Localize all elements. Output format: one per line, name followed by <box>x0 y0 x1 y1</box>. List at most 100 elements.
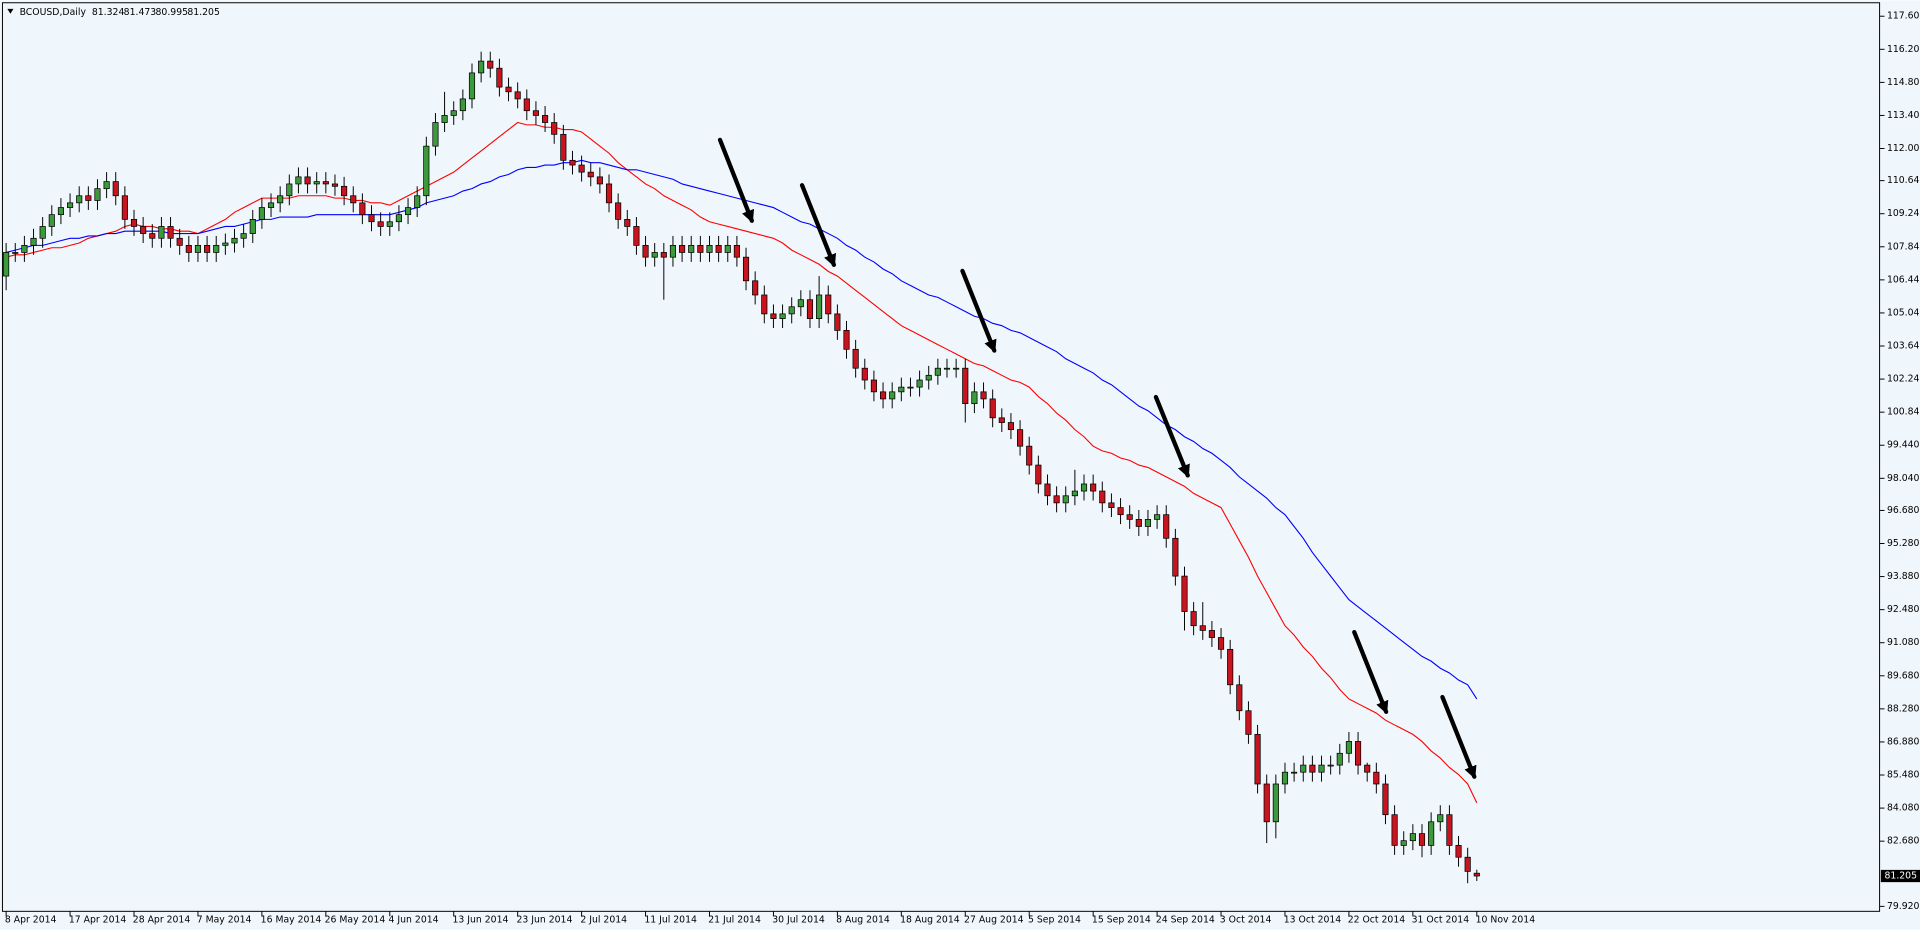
candle-body <box>752 280 759 296</box>
candle-body <box>149 233 156 239</box>
y-tick-label: 89.680 <box>1887 670 1920 681</box>
x-tick-label: 13 Oct 2014 <box>1284 914 1342 925</box>
annotation-arrows <box>717 137 1477 780</box>
candle-body <box>459 98 466 112</box>
header-open: 81.324 <box>92 7 125 18</box>
x-tick-label: 23 Jun 2014 <box>516 914 572 925</box>
plot-area <box>3 51 1480 884</box>
candle-body <box>12 252 19 254</box>
candle-body <box>669 245 677 258</box>
candle-body <box>788 306 795 315</box>
candle-body <box>140 226 147 234</box>
candle-body <box>697 245 704 253</box>
y-tick-label: 116.200 <box>1887 44 1920 55</box>
candle-body <box>167 226 174 239</box>
candle-body <box>468 72 476 100</box>
candle-body <box>724 245 731 253</box>
candle-body <box>679 245 686 253</box>
candle-body <box>76 195 83 204</box>
y-tick-label: 117.600 <box>1887 11 1920 22</box>
candle-body <box>1236 684 1243 712</box>
candle-body <box>1318 764 1325 773</box>
candle-body <box>386 221 393 227</box>
y-tick-label: 100.840 <box>1887 407 1920 418</box>
candle-body <box>1309 764 1316 773</box>
candle-body <box>578 164 585 173</box>
x-tick-label: 2 Jul 2014 <box>580 914 627 925</box>
candle-body <box>1272 783 1279 823</box>
candle-body <box>816 294 823 319</box>
candle-body <box>1208 630 1215 638</box>
candle-body <box>560 133 567 161</box>
candle-body <box>1090 483 1097 492</box>
candle-body <box>1281 771 1289 785</box>
arrow <box>717 137 755 224</box>
candle-body <box>551 122 558 135</box>
candle-body <box>1364 764 1371 773</box>
arrow <box>799 183 837 268</box>
last-price-label: 81.205 <box>1884 871 1917 882</box>
candle-body <box>496 67 503 88</box>
candle-body <box>85 195 92 201</box>
candle-body <box>779 313 786 319</box>
candle-body <box>1172 537 1179 577</box>
candle-body <box>176 237 183 246</box>
candle-body <box>1464 856 1471 872</box>
candle-body <box>1354 741 1362 766</box>
candle-body <box>1135 519 1142 527</box>
candle-body <box>916 379 923 388</box>
candle-body <box>1382 783 1389 816</box>
candle-body <box>1345 741 1352 754</box>
arrow <box>960 268 997 353</box>
candle-body <box>925 374 932 381</box>
plot-frame <box>1 2 1881 912</box>
candle-body <box>350 195 357 204</box>
candle-body <box>1263 783 1270 823</box>
candle-body <box>1437 814 1444 823</box>
arrow <box>1352 630 1389 715</box>
candle-body <box>1154 514 1161 520</box>
header-low: 80.995 <box>156 7 189 18</box>
candle-body <box>1117 507 1124 516</box>
candle-body <box>1163 514 1170 539</box>
candle-body <box>587 171 594 178</box>
candle-body <box>843 330 850 350</box>
candle-body <box>341 185 348 197</box>
candle-body <box>1446 814 1453 846</box>
x-tick-label: 4 Jun 2014 <box>389 914 439 925</box>
x-tick-label: 8 Apr 2014 <box>5 914 57 925</box>
candle-body <box>1418 833 1426 846</box>
candle-body <box>1400 840 1407 846</box>
candle-body <box>423 145 430 197</box>
candle-body <box>121 195 128 220</box>
x-tick-label: 10 Nov 2014 <box>1476 914 1536 925</box>
candle-body <box>861 367 868 381</box>
candle-body <box>1181 575 1188 612</box>
menu-arrow[interactable] <box>7 8 14 14</box>
candle-body <box>1227 648 1234 686</box>
candle-body <box>596 176 603 185</box>
candle-body <box>30 237 37 246</box>
y-tick-label: 84.080 <box>1887 803 1920 814</box>
candle-body <box>368 214 375 223</box>
candle-body <box>1126 514 1133 520</box>
candle-body <box>277 195 284 204</box>
x-tick-label: 7 May 2014 <box>197 914 252 925</box>
y-tick-label: 106.440 <box>1887 274 1920 285</box>
candle-body <box>1391 814 1398 846</box>
header-close: 81.205 <box>187 7 220 18</box>
candle-body <box>249 219 256 234</box>
candle-body <box>185 245 192 253</box>
y-tick-label: 114.800 <box>1887 77 1920 88</box>
x-tick-label: 11 Jul 2014 <box>644 914 697 925</box>
candle-body <box>1327 764 1334 767</box>
candle-body <box>130 219 138 227</box>
candle-body <box>523 98 530 112</box>
candle-body <box>286 183 293 197</box>
candle-body <box>715 245 722 253</box>
candle-body <box>377 221 384 227</box>
candle-body <box>633 226 640 246</box>
x-tick-label: 22 Oct 2014 <box>1348 914 1406 925</box>
candle-body <box>158 226 165 239</box>
